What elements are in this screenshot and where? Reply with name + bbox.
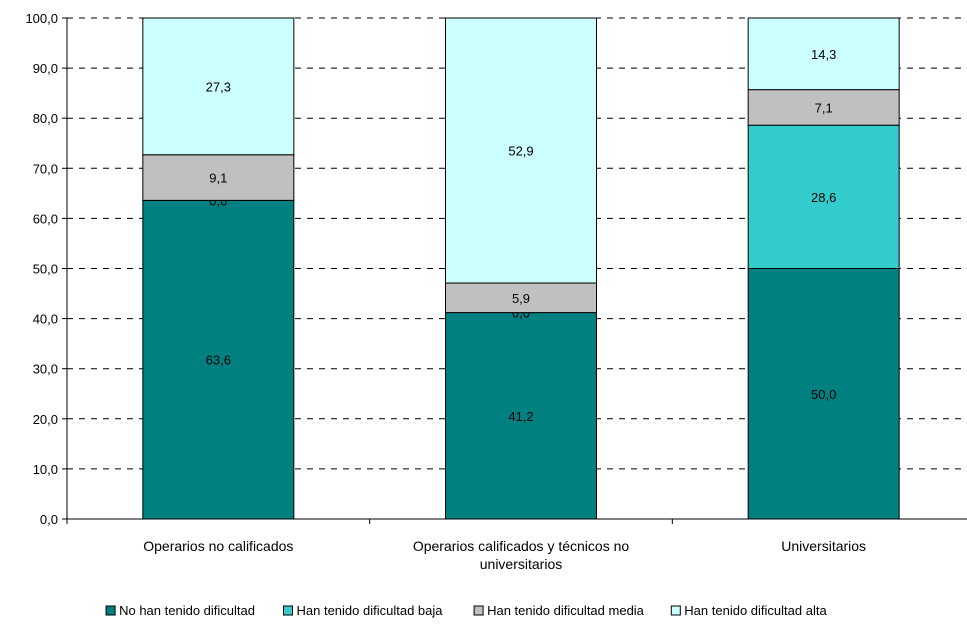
bar-segment [142, 199, 295, 520]
bar-segment [445, 282, 597, 314]
legend-label: No han tenido dificultad [119, 603, 255, 618]
bars: 63,60,09,127,341,20,05,952,950,028,67,11… [142, 17, 900, 520]
data-label: 41,2 [508, 409, 533, 424]
data-label: 7,1 [815, 100, 833, 115]
legend-label: Han tenido dificultad baja [297, 603, 444, 618]
legend-swatch [283, 605, 293, 616]
legend-swatch [473, 605, 484, 616]
y-tick-label: 50,0 [33, 262, 58, 277]
legend: No han tenido dificultad Han tenido dific… [105, 603, 827, 618]
y-tick-label: 20,0 [33, 412, 58, 427]
y-tick-label: 40,0 [33, 312, 58, 327]
x-axis-labels: Operarios no calificados Operarios califi… [143, 538, 866, 572]
data-label: 14,3 [811, 47, 836, 62]
data-label: 28,6 [811, 190, 836, 205]
x-category-label: universitarios [480, 556, 562, 572]
x-category-label: Operarios no calificados [143, 538, 293, 554]
legend-label: Han tenido dificultad media [487, 603, 645, 618]
y-tick-label: 60,0 [33, 211, 58, 226]
data-label: 9,1 [209, 171, 227, 186]
bar-segment [747, 124, 900, 269]
x-category-label: Universitarios [781, 538, 866, 554]
bar-segment [747, 17, 900, 91]
data-label: 50,0 [811, 387, 836, 402]
bar-segment [445, 17, 597, 284]
legend-label: Han tenido dificultad alta [684, 603, 827, 618]
data-label: 52,9 [508, 144, 533, 159]
y-tick-label: 30,0 [33, 362, 58, 377]
x-category-label: Operarios calificados y técnicos no [413, 538, 630, 554]
bar-segment [142, 17, 295, 156]
y-tick-label: 90,0 [33, 61, 58, 76]
y-tick-label: 0,0 [40, 512, 58, 527]
y-tick-label: 80,0 [33, 111, 58, 126]
y-tick-label: 10,0 [33, 462, 58, 477]
y-axis-ticks: 0,0 10,0 20,0 30,0 40,0 50,0 60,0 70,0 80,0 90,0 1… [25, 11, 58, 527]
bar-segment [747, 268, 900, 520]
legend-swatch [105, 605, 116, 616]
bar-segment [142, 154, 295, 201]
y-tick-label: 70,0 [33, 161, 58, 176]
axes [62, 17, 967, 524]
legend-swatch [670, 605, 681, 616]
y-tick-label: 100,0 [25, 11, 58, 26]
data-label: 5,9 [512, 291, 530, 306]
data-label: 27,3 [206, 79, 231, 94]
data-label: 63,6 [206, 353, 231, 368]
